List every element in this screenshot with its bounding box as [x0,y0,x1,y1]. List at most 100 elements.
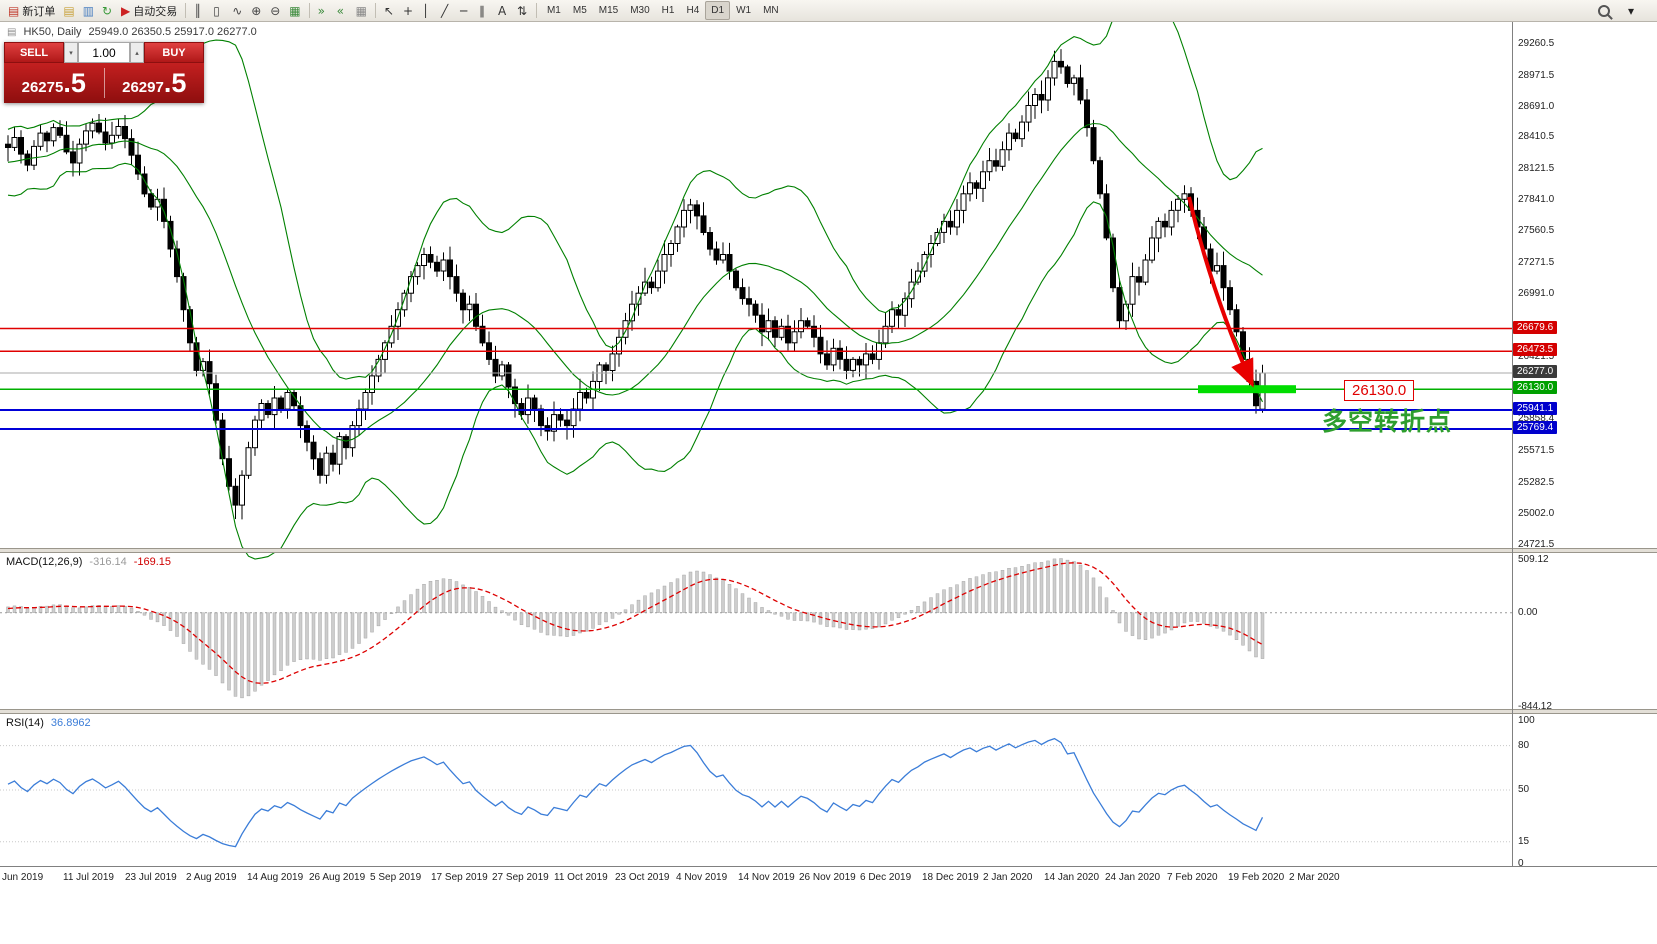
date-label: 24 Jan 2020 [1105,872,1161,883]
price-tick-label: 27560.5 [1518,225,1555,236]
one-click-prices: 26275.5 26297.5 [4,63,204,103]
new-order-button[interactable]: ▤ 新订单 [4,1,59,20]
rsi-name: RSI(14) [6,717,44,729]
date-label: 6 Dec 2019 [860,872,912,883]
lot-increase-button[interactable]: ▴ [130,42,144,63]
chart-symbol-period: HK50, Daily [23,26,82,38]
price-tick-label: 28971.5 [1518,70,1555,81]
date-label: 5 Sep 2019 [370,872,422,883]
chart-shift-icon[interactable]: « [333,1,352,20]
date-label: 2 Mar 2020 [1289,872,1340,883]
price-tick-label: 27271.5 [1518,257,1555,268]
toolbar-separator [185,3,187,18]
rsi-tick-label: 100 [1518,715,1535,726]
text-tool-icon[interactable]: A [494,1,513,20]
timeframe-MN[interactable]: MN [757,1,785,20]
buy-button[interactable]: BUY [144,42,204,63]
chart-header: ▤ HK50, Daily 25949.0 26350.5 25917.0 26… [7,26,257,38]
cursor-icon: ↖ [383,3,395,18]
chart-window-icon[interactable]: ▤ [59,1,78,20]
price-tick-label: 27841.0 [1518,194,1555,205]
hline-tool-icon[interactable]: ─ [456,1,475,20]
zoom-out-icon[interactable]: ⊖ [266,1,285,20]
price-tick-label: 24721.5 [1518,539,1555,550]
macd-indicator-label: MACD(12,26,9) -316.14 -169.15 [6,556,171,568]
profiles-icon[interactable]: ▥ [79,1,98,20]
auto-trading-button[interactable]: ▶ 自动交易 [117,1,181,20]
buy-price-main: 26297 [122,78,164,96]
toolbar-separator [374,3,376,18]
timeframe-H4[interactable]: H4 [680,1,705,20]
timeframe-W1[interactable]: W1 [730,1,757,20]
date-label: 23 Jul 2019 [125,872,177,883]
timeframe-M5[interactable]: M5 [567,1,593,20]
price-tick-label: 25282.5 [1518,477,1555,488]
zoom-in-icon: ⊕ [251,3,262,18]
sell-button[interactable]: SELL [4,42,64,63]
lot-decrease-button[interactable]: ▾ [64,42,78,63]
arrows-tool-icon: ⇅ [516,3,528,18]
sell-price[interactable]: 26275.5 [4,68,104,99]
price-callout-box: 26130.0 [1344,380,1415,401]
price-tick-label: 25002.0 [1518,508,1555,519]
macd-main-value: -316.14 [89,556,127,568]
refresh-icon[interactable]: ↻ [98,1,117,20]
price-line-label: 25769.4 [1513,421,1558,434]
lot-size-input[interactable] [78,42,130,63]
grid-icon[interactable]: ▦ [352,1,371,20]
timeframe-M30[interactable]: M30 [624,1,655,20]
auto-scroll-icon[interactable]: » [314,1,333,20]
trendline-tool-icon: ╱ [440,3,449,18]
price-line-label: 26473.5 [1513,343,1558,356]
profiles-icon: ▥ [82,3,95,18]
rsi-value: 36.8962 [50,717,91,729]
chevron-down-icon: ▾ [1628,3,1635,18]
channel-tool-icon[interactable]: ∥ [475,1,494,20]
timeframe-H1[interactable]: H1 [656,1,681,20]
timeframe-M15[interactable]: M15 [593,1,624,20]
one-click-top-row: SELL ▾ ▴ BUY [4,42,204,63]
turning-point-annotation: 多空转折点 [1322,408,1453,436]
new-order-icon: ▤ [8,3,20,18]
trendline-tool-icon[interactable]: ╱ [437,1,456,20]
tile-windows-icon[interactable]: ▦ [285,1,304,20]
toolbar-buttons: ▤ 新订单 ▤ ▥ ↻ ▶ 自动交易 ║ ▯ ∿ ⊕ ⊖ ▦» «▦ ↖ + │ ╱ ─ ∥ A ⇅ M1 M5 M15 M30 H… [4,0,785,21]
new-order-button-label: 新订单 [22,5,56,18]
macd-tick-label: 509.12 [1518,554,1549,565]
timeframe-M1[interactable]: M1 [541,1,567,20]
line-chart-type-icon[interactable]: ∿ [228,1,247,20]
rsi-axis: 100 80 50 15 0 [1512,0,1657,944]
chart-shift-icon: « [336,3,344,18]
refresh-icon: ↻ [102,3,113,18]
sell-price-pip: .5 [63,67,86,98]
rsi-indicator-label: RSI(14) 36.8962 [6,717,91,729]
candle-chart-type-icon[interactable]: ▯ [209,1,228,20]
timeframe-D1[interactable]: D1 [705,1,731,20]
price-tick-label: 25858.4 [1518,413,1555,424]
auto-trading-button-label: 自动交易 [133,5,178,18]
toolbar-separator [308,3,310,18]
crosshair-icon[interactable]: + [399,1,418,20]
bar-chart-type-icon: ║ [194,3,202,18]
bar-chart-type-icon[interactable]: ║ [190,1,209,20]
macd-tick-label: 0.00 [1518,607,1538,618]
buy-price[interactable]: 26297.5 [105,68,205,99]
text-tool-icon: A [497,3,507,18]
rsi-tick-label: 50 [1518,784,1530,795]
toolbar-separator [535,3,537,18]
cursor-icon[interactable]: ↖ [380,1,399,20]
candle-chart-type-icon: ▯ [213,3,220,18]
vline-tool-icon: │ [421,3,430,18]
zoom-in-icon[interactable]: ⊕ [247,1,266,20]
arrows-tool-icon[interactable]: ⇅ [513,1,532,20]
toolbar-overflow-button[interactable]: ▾ [1624,1,1643,20]
vline-tool-icon[interactable]: │ [418,1,437,20]
auto-scroll-icon: » [317,3,325,18]
crosshair-icon: + [402,3,414,18]
price-line-label: 26277.0 [1513,365,1558,378]
search-button[interactable] [1594,1,1614,20]
hline-tool-icon: ─ [459,3,468,18]
rsi-tick-label: 0 [1518,858,1524,869]
